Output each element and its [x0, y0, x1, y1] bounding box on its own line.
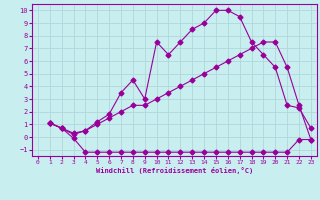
X-axis label: Windchill (Refroidissement éolien,°C): Windchill (Refroidissement éolien,°C) [96, 167, 253, 174]
